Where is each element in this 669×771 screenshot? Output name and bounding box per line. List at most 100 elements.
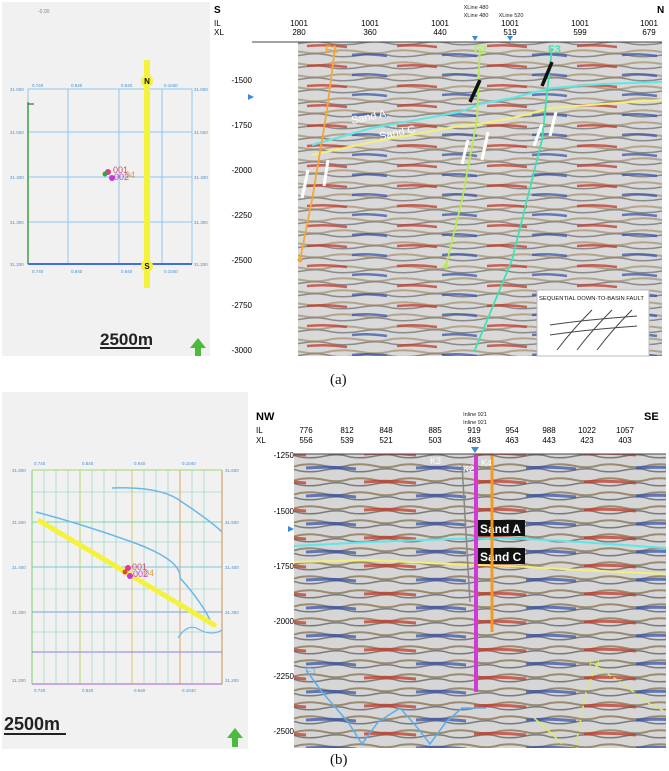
inline-pointer-icon [471,447,479,453]
il-tick: 988 [542,426,556,435]
well-label: 001 [132,562,147,572]
fault-label-f3: F3 [589,658,600,668]
inline-marker: Inline 921 [463,412,487,418]
well-marker[interactable] [127,573,133,579]
map-tick-label: 0.1040 [182,688,196,693]
map-tick-label: 0.1040 [182,461,196,466]
il-tick: 1057 [616,426,634,435]
map-tick-label: 31.400 [10,175,24,180]
well-marker[interactable] [109,175,115,181]
map-tick-label: 0.840 [82,461,94,466]
up-arrow-icon [322,159,330,187]
depth-pointer-icon [248,94,254,100]
il-tick: 812 [340,426,354,435]
section-right-end: N [657,5,664,16]
xl-tick: 519 [503,28,517,37]
map-contour [111,487,223,533]
well-label: 04 [144,568,154,578]
xl-tick: 679 [642,28,656,37]
down-arrow-icon [532,123,544,147]
depth-tick: -2500 [274,727,295,736]
well-marker[interactable] [125,565,131,571]
up-arrow-icon [548,111,558,137]
fault-f1[interactable] [299,47,336,261]
well-k3-path[interactable] [461,463,471,603]
line-end-n-label: N [144,77,150,86]
il-tick: 1001 [571,19,589,28]
well-marker[interactable] [102,171,108,177]
depth-tick: -1500 [232,76,253,85]
map-tick-label: 31.200 [194,262,208,267]
xl-tick: 521 [379,436,393,445]
il-tick: 919 [467,426,481,435]
section-right-end: SE [644,411,659,423]
xl-tick: 440 [433,28,447,37]
xl-tick: 280 [292,28,306,37]
map-tick-label: 31.400 [194,175,208,180]
seismic-amplitude-overlay [294,454,666,748]
map-tick-label: 0.840 [82,688,94,693]
horizon-sand-a[interactable] [293,536,667,549]
well-marker[interactable] [122,569,128,575]
map-tick-label: 31.300 [12,610,26,615]
depth-tick: -1750 [274,562,295,571]
well-label-k2: K2 [463,464,474,474]
depth-tick: -1250 [274,451,295,460]
xl-label: XL [214,28,224,37]
map-contour [35,511,213,625]
map-contour [177,626,223,639]
horizon-sand-a[interactable] [311,81,663,146]
fault-f3-branch[interactable] [595,665,667,713]
map-tick-label: 0.940 [134,461,146,466]
map-tick-label: 0.840 [71,83,83,88]
depth-tick: -2000 [232,166,253,175]
map-tick-label: 31.400 [225,565,239,570]
xline-pointer-icon [507,36,513,41]
il-label: IL [214,19,221,28]
pointer-arrow-icon [468,79,482,103]
map-tick-label: 31.500 [194,130,208,135]
depth-pointer-icon [288,526,294,532]
fault-f3[interactable] [575,665,597,745]
xline-marker: XLine 480 [464,13,489,19]
inset-title: SEQUENTIAL DOWN-TO-BASIN FAULT [539,296,644,302]
section-line-end-s [141,260,153,272]
il-tick: 885 [428,426,442,435]
section-left-end: NW [256,411,275,423]
map-tick-label: 0.940 [121,269,133,274]
fault-label-f1: F1 [325,44,338,56]
xl-tick: 599 [573,28,587,37]
xl-tick: 483 [467,436,481,445]
up-arrow-icon [480,131,490,161]
depth-tick: -1750 [232,121,253,130]
fault-label-f3: F3 [548,44,561,56]
il-tick: 848 [379,426,393,435]
fault-label-f1: F1 [306,666,317,676]
map-tick-label: 0.740 [32,269,44,274]
well-label-k4: K4 [481,458,492,468]
xl-tick: 503 [428,436,442,445]
xl-tick: 556 [299,436,313,445]
panel-a-section-canvas: S N IL XL 1001 280 1001 360 1001 440 100… [214,5,664,357]
map-tick-label: 31.500 [225,520,239,525]
map-tick-label: 31.600 [225,468,239,473]
xl-tick: 360 [363,28,377,37]
il-tick: 1001 [640,19,658,28]
map-tick-label: 0.840 [71,269,83,274]
xl-tick: 463 [505,436,519,445]
panel-b-section-canvas: NW SE IL XL 776 556 812 539 848 521 885 … [256,411,667,748]
map-tick-label: 31.600 [12,468,26,473]
inline-marker: Inline 921 [463,420,487,426]
line-end-s-label: S [144,262,150,271]
caption-a: (a) [330,372,347,388]
down-arrow-icon [460,139,470,165]
horizon-label-sand-c: Sand C [480,550,522,564]
horizon-sand-c[interactable] [293,558,667,575]
map-top-label: -0.00 [38,9,50,15]
horizon-sand-c[interactable] [311,99,663,156]
fault-f3[interactable] [473,47,553,353]
fault-f1[interactable] [305,669,486,746]
map-tick-label: 31.200 [10,262,24,267]
panel-a-map-canvas: N S 001 002 04 0.740 0.840 0.940 0.1040 … [10,9,208,356]
fault-f3-segment[interactable] [533,717,563,745]
